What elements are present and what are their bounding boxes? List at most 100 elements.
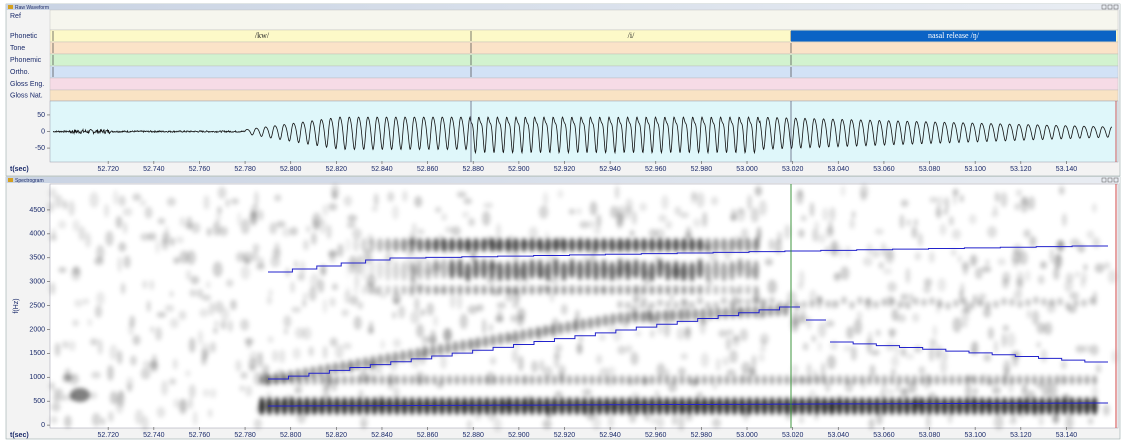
spectral-energy bbox=[572, 319, 579, 332]
spectral-energy bbox=[657, 322, 664, 335]
spectral-energy bbox=[665, 285, 671, 295]
spectral-energy bbox=[361, 285, 367, 295]
window-buttons[interactable] bbox=[1101, 4, 1119, 10]
spectral-energy bbox=[833, 300, 839, 309]
spectral-energy bbox=[280, 371, 286, 384]
spectral-energy bbox=[1057, 297, 1063, 306]
spectral-energy bbox=[430, 344, 436, 357]
spectral-energy bbox=[919, 375, 925, 385]
spectral-energy bbox=[739, 397, 745, 415]
spectral-energy bbox=[777, 375, 782, 385]
spectral-energy bbox=[664, 375, 670, 385]
spectral-energy bbox=[838, 246, 844, 259]
spectral-energy bbox=[1092, 203, 1097, 213]
segment-text[interactable]: nasal release /ŋ/ bbox=[928, 31, 980, 40]
spectral-energy bbox=[393, 260, 399, 281]
spectral-energy bbox=[589, 201, 598, 216]
spectral-energy bbox=[342, 375, 347, 385]
tier-label: Ref bbox=[10, 13, 21, 20]
y-tick-label: 2000 bbox=[29, 326, 45, 333]
spectral-energy bbox=[140, 232, 150, 241]
spectral-energy bbox=[109, 344, 118, 361]
spectral-energy bbox=[569, 285, 575, 295]
spectral-energy bbox=[201, 342, 211, 357]
spectral-energy bbox=[1001, 332, 1007, 348]
spectral-energy bbox=[713, 301, 719, 310]
spectral-energy bbox=[635, 330, 642, 337]
segment-text[interactable]: /kw/ bbox=[255, 31, 270, 40]
spectral-energy bbox=[402, 375, 407, 385]
spectral-energy bbox=[475, 304, 484, 312]
spectral-energy bbox=[449, 259, 455, 280]
spectral-energy bbox=[753, 297, 759, 306]
window-buttons[interactable] bbox=[1101, 177, 1119, 183]
spectral-energy bbox=[488, 323, 494, 333]
spectral-energy bbox=[845, 245, 851, 259]
spectral-energy bbox=[589, 375, 595, 385]
spectral-energy bbox=[542, 192, 549, 207]
spectral-energy bbox=[1070, 238, 1081, 248]
spectral-energy bbox=[521, 238, 527, 252]
spectral-energy bbox=[596, 214, 602, 228]
spectral-energy bbox=[906, 219, 912, 227]
spectral-energy bbox=[768, 238, 775, 251]
spectral-energy bbox=[489, 285, 495, 295]
y-axis-label: f(Hz) bbox=[13, 298, 20, 313]
spectral-energy bbox=[293, 260, 299, 269]
spectral-energy bbox=[520, 329, 526, 342]
spectral-energy bbox=[173, 256, 181, 265]
spectral-energy bbox=[425, 238, 431, 252]
spectral-energy bbox=[94, 257, 104, 265]
spectral-energy bbox=[981, 265, 992, 273]
spectral-energy bbox=[825, 226, 835, 238]
spectral-energy bbox=[992, 386, 1001, 395]
spectral-energy bbox=[354, 275, 360, 288]
spectral-energy bbox=[939, 223, 947, 236]
x-tick-label: 52.960 bbox=[645, 432, 667, 439]
tier-label: Gloss Eng. bbox=[10, 81, 44, 88]
spectral-energy bbox=[676, 327, 685, 341]
spectral-energy bbox=[1036, 322, 1046, 334]
spectral-energy bbox=[235, 251, 246, 263]
spectral-energy bbox=[510, 314, 517, 323]
spectral-energy bbox=[108, 411, 114, 423]
spectral-energy bbox=[917, 232, 923, 247]
spectral-energy bbox=[188, 397, 193, 410]
segment-text[interactable]: /i/ bbox=[628, 31, 635, 40]
x-tick-label: 53.120 bbox=[1010, 166, 1032, 173]
spectral-energy bbox=[705, 285, 711, 295]
spectral-energy bbox=[745, 259, 751, 280]
spectral-energy bbox=[489, 259, 495, 280]
spectral-energy bbox=[607, 366, 616, 376]
spectral-energy bbox=[294, 387, 303, 394]
x-tick-label: 52.740 bbox=[143, 432, 165, 439]
spectral-energy bbox=[681, 261, 687, 282]
spectral-energy bbox=[625, 238, 631, 252]
x-tick-label: 52.860 bbox=[417, 166, 439, 173]
spectral-energy bbox=[900, 199, 909, 208]
spectral-energy bbox=[454, 397, 460, 415]
spectral-energy bbox=[215, 213, 221, 223]
spectral-energy bbox=[1057, 239, 1064, 249]
spectral-energy bbox=[800, 214, 807, 222]
spectral-energy bbox=[416, 397, 423, 415]
spectral-energy bbox=[240, 218, 250, 235]
spectral-energy bbox=[169, 290, 174, 298]
spectral-energy bbox=[749, 367, 756, 376]
spectral-energy bbox=[697, 296, 703, 305]
spectral-energy bbox=[987, 375, 992, 385]
spectral-energy bbox=[713, 260, 719, 281]
spectral-energy bbox=[957, 255, 963, 264]
spectral-energy bbox=[713, 285, 719, 295]
spectral-energy bbox=[923, 278, 933, 287]
spectral-energy bbox=[267, 335, 274, 344]
spectral-energy bbox=[553, 285, 559, 295]
spectral-energy bbox=[303, 239, 309, 251]
spectral-energy bbox=[566, 397, 573, 415]
spectral-energy bbox=[275, 220, 286, 228]
x-tick-label: 53.040 bbox=[828, 432, 850, 439]
spectral-energy bbox=[417, 375, 422, 385]
spectral-energy bbox=[189, 289, 197, 297]
spectral-energy bbox=[792, 375, 797, 385]
spectral-energy bbox=[1018, 250, 1028, 266]
